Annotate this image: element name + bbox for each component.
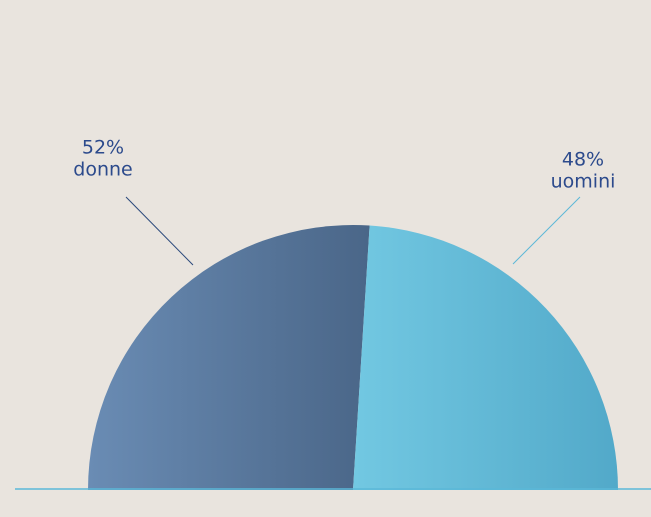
leader-line: [512, 196, 581, 265]
category-label: uomini: [551, 171, 616, 193]
value-label: 48%: [562, 149, 604, 171]
leader-line: [125, 196, 194, 266]
category-label: donne: [73, 159, 132, 181]
value-label: 52%: [82, 137, 124, 159]
slice: [88, 224, 370, 490]
slice: [353, 225, 618, 490]
